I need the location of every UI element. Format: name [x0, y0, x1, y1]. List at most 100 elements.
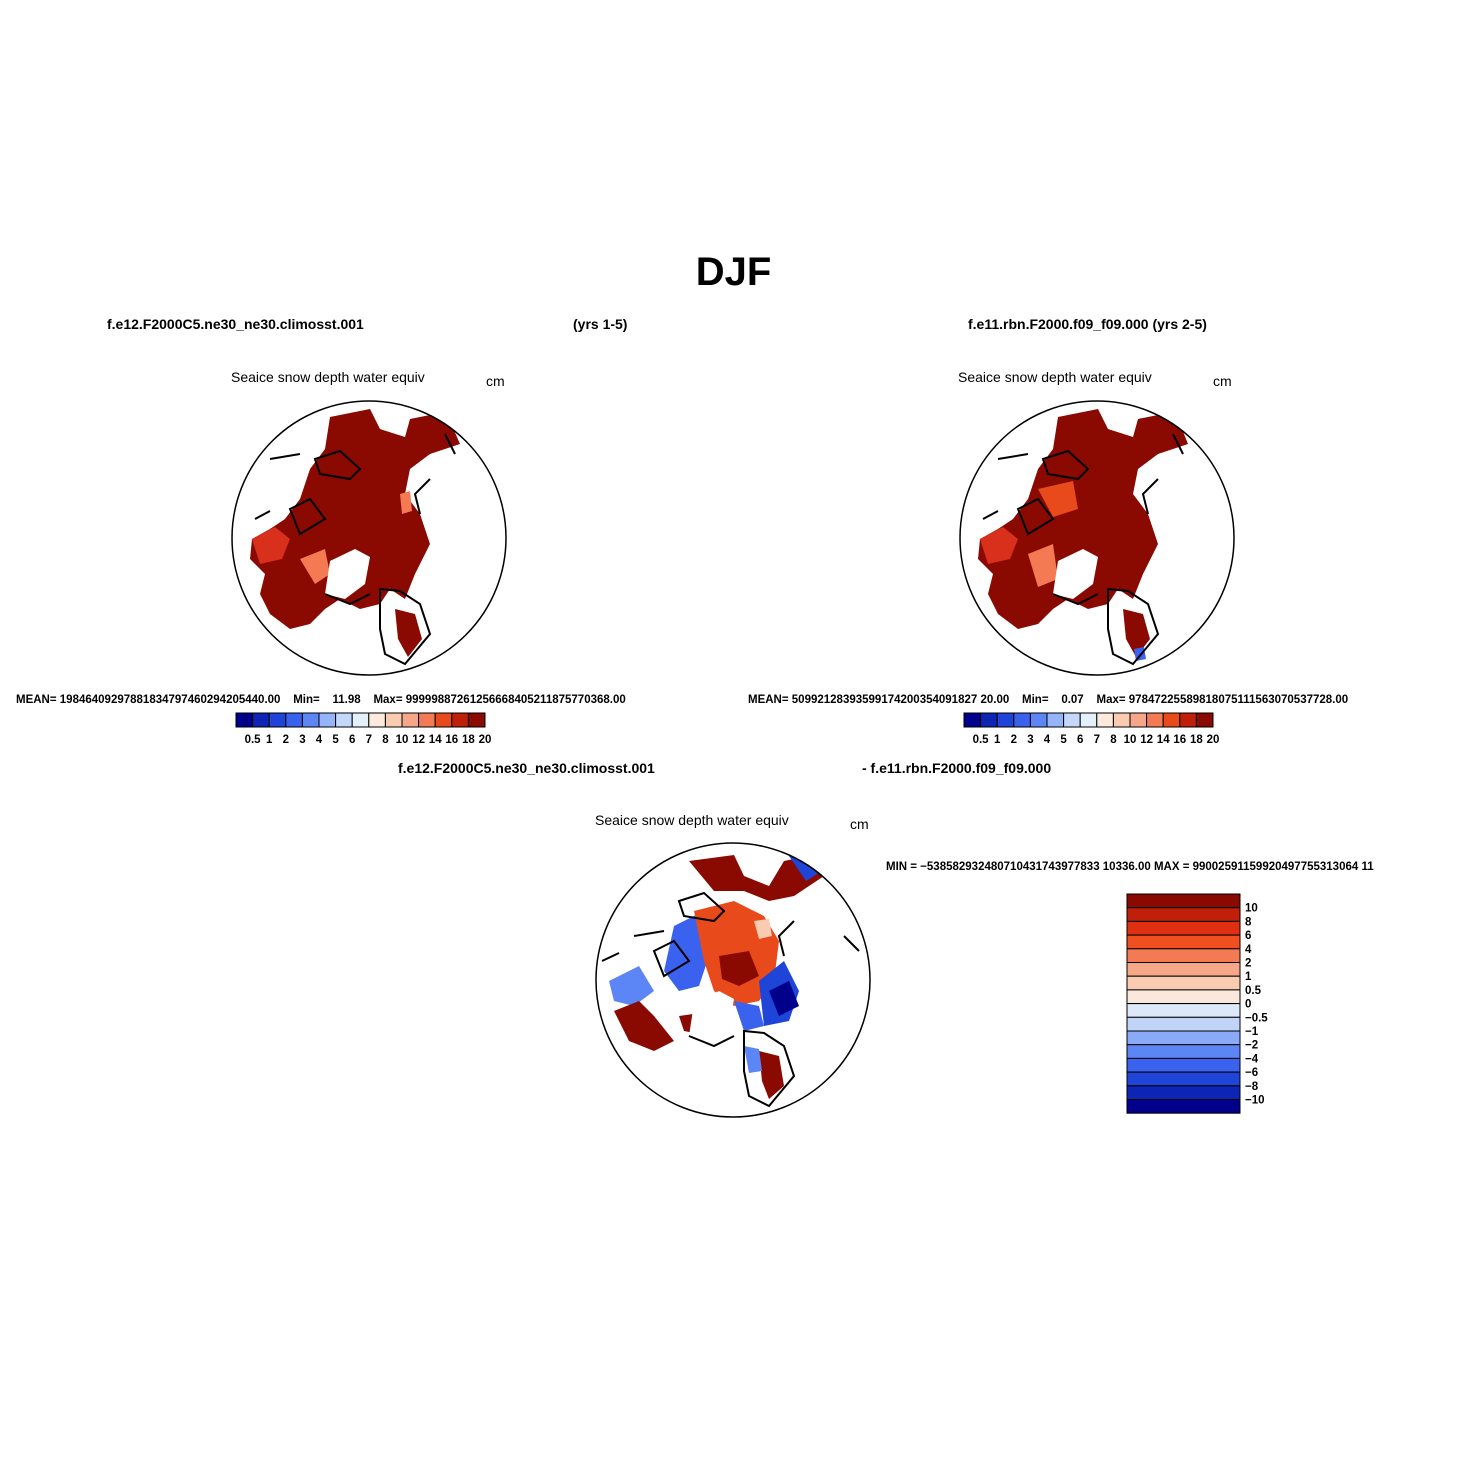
- panel2-colorbar-box: [1112, 712, 1131, 728]
- panel2-colorbar-label: 12: [1140, 734, 1153, 746]
- panel3-case-label-right: - f.e11.rbn.F2000.f09_f09.000: [862, 760, 1052, 776]
- panel1-colorbar-box: [268, 712, 287, 728]
- panel1-colorbar-box: [368, 712, 386, 728]
- panel3-colorbar-box: [1126, 907, 1241, 922]
- panel3-colorbar-box: [1126, 948, 1241, 963]
- panel2-case-label: f.e11.rbn.F2000.f09_f09.000 (yrs 2-5): [968, 316, 1207, 332]
- panel3-colorbar-box: [1126, 1085, 1241, 1101]
- panel1-colorbar-box: [335, 712, 353, 728]
- panel3-colorbar-box: [1126, 1016, 1241, 1032]
- panel1-colorbar: 0.5 1 2 3 4 5 6 7 8 10 12 14 16 18 20: [235, 712, 492, 746]
- panel3-units-label: cm: [850, 816, 869, 832]
- panel1-years-label: (yrs 1-5): [573, 316, 628, 332]
- panel1-units-label: cm: [486, 373, 505, 389]
- panel3-colorbar-box: [1126, 1099, 1241, 1114]
- panel3-colorbar-label: 1: [1245, 971, 1252, 983]
- panel2-variable-label: Seaice snow depth water equiv: [958, 369, 1152, 385]
- panel2-colorbar-label: 20: [1207, 734, 1220, 746]
- panel3-colorbar-label: −1: [1245, 1026, 1259, 1038]
- panel1-colorbar-box: [401, 712, 420, 728]
- panel1-colorbar-label: 8: [382, 734, 389, 746]
- panel3-polar-map: [595, 842, 871, 1118]
- panel3-case-label-left: f.e12.F2000C5.ne30_ne30.climosst.001: [398, 760, 655, 776]
- panel3-colorbar-label: −0.5: [1245, 1012, 1268, 1024]
- panel3-colorbar-label: −6: [1245, 1067, 1258, 1079]
- panel3-colorbar-label: −10: [1245, 1095, 1265, 1107]
- panel2-colorbar-label: 5: [1060, 734, 1067, 746]
- panel2-colorbar-box: [1046, 712, 1065, 728]
- panel3-colorbar-label: 2: [1245, 958, 1251, 970]
- panel2-snow-field: [978, 409, 1188, 629]
- panel2-colorbar-label: 4: [1044, 734, 1051, 746]
- panel2-colorbar-box: [980, 712, 998, 728]
- panel2-colorbar-label: 2: [1011, 734, 1017, 746]
- panel1-colorbar-box: [351, 712, 370, 728]
- panel3-colorbar: 108 6 4 21 0.5 0−0.5 −1 −2−4 −6 −8 −10: [1126, 893, 1268, 1114]
- panel3-colorbar-label: −2: [1245, 1040, 1258, 1052]
- panel1-polar-map: [231, 400, 507, 676]
- panel3-colorbar-label: −4: [1245, 1053, 1259, 1065]
- panel3-colorbar-label: 10: [1245, 903, 1258, 915]
- panel1-colorbar-box: [318, 712, 337, 728]
- panel1-colorbar-label: 14: [429, 734, 442, 746]
- panel1-variable-label: Seaice snow depth water equiv: [231, 369, 425, 385]
- panel1-map-border: [231, 400, 507, 676]
- panel3-colorbar-box: [1126, 1044, 1241, 1059]
- panel1-colorbar-label: 4: [316, 734, 323, 746]
- panel1-case-label: f.e12.F2000C5.ne30_ne30.climosst.001: [107, 316, 364, 332]
- panel2-colorbar-box: [1195, 712, 1214, 728]
- panel1-colorbar-box: [384, 712, 403, 728]
- panel3-map-border: [595, 842, 871, 1118]
- panel1-colorbar-label: 2: [283, 734, 289, 746]
- panel1-colorbar-box: [467, 712, 486, 728]
- panel2-colorbar-box: [1079, 712, 1098, 728]
- panel3-colorbar-box: [1126, 962, 1241, 977]
- panel2-polar-map: [959, 400, 1235, 676]
- panel3-colorbar-label: 8: [1245, 916, 1252, 928]
- panel1-colorbar-label: 1: [266, 734, 273, 746]
- panel2-colorbar-box: [1146, 712, 1164, 728]
- panel3-colorbar-box: [1126, 989, 1241, 1005]
- panel1-colorbar-label: 20: [479, 734, 492, 746]
- panel2-colorbar-label: 3: [1027, 734, 1033, 746]
- panel2-colorbar-box: [1013, 712, 1031, 728]
- panel2-colorbar-box: [1162, 712, 1181, 728]
- panel3-colorbar-box: [1126, 934, 1241, 950]
- panel1-colorbar-box: [418, 712, 436, 728]
- panel1-colorbar-box: [434, 712, 453, 728]
- panel2-colorbar-box: [996, 712, 1015, 728]
- panel2-colorbar-label: 6: [1077, 734, 1083, 746]
- panel2-colorbar-box: [1029, 712, 1048, 728]
- panel3-colorbar-label: 6: [1245, 930, 1251, 942]
- panel2-colorbar-label: 18: [1190, 734, 1203, 746]
- panel1-colorbar-box: [451, 712, 469, 728]
- panel1-colorbar-label: 16: [445, 734, 458, 746]
- panel1-colorbar-box: [285, 712, 303, 728]
- main-title: DJF: [695, 250, 772, 294]
- panel2-units-label: cm: [1213, 373, 1232, 389]
- panel3-colorbar-label: −8: [1245, 1081, 1259, 1093]
- panel2-colorbar-label: 7: [1094, 734, 1100, 746]
- panel3-colorbar-label: 4: [1245, 944, 1252, 956]
- panel3-colorbar-box: [1126, 975, 1241, 991]
- panel1-colorbar-label: 3: [299, 734, 305, 746]
- panel1-colorbar-label: 5: [332, 734, 339, 746]
- panel3-colorbar-box: [1126, 1003, 1241, 1018]
- panel1-colorbar-label: 7: [366, 734, 372, 746]
- panel2-map-border: [959, 400, 1235, 676]
- panel2-colorbar-label: 1: [994, 734, 1001, 746]
- panel2-colorbar-box: [1179, 712, 1197, 728]
- panel1-colorbar-label: 18: [462, 734, 475, 746]
- panel1-colorbar-label: 10: [396, 734, 409, 746]
- panel1-colorbar-box: [235, 712, 254, 728]
- panel2-colorbar: 0.5 1 2 3 4 5 6 7 8 10 12 14 16 18 20: [963, 712, 1220, 746]
- panel2-colorbar-box: [1096, 712, 1114, 728]
- panel2-colorbar-label: 16: [1173, 734, 1186, 746]
- panel2-colorbar-box: [1129, 712, 1148, 728]
- panel3-colorbar-box: [1126, 1071, 1241, 1087]
- panel1-snow-field: [250, 409, 460, 629]
- panel2-stats: MEAN= 50992128393599174200354091827 20.0…: [748, 694, 1349, 706]
- panel1-colorbar-box: [301, 712, 320, 728]
- panel1-colorbar-label: 0.5: [245, 734, 262, 746]
- panel2-colorbar-label: 14: [1157, 734, 1170, 746]
